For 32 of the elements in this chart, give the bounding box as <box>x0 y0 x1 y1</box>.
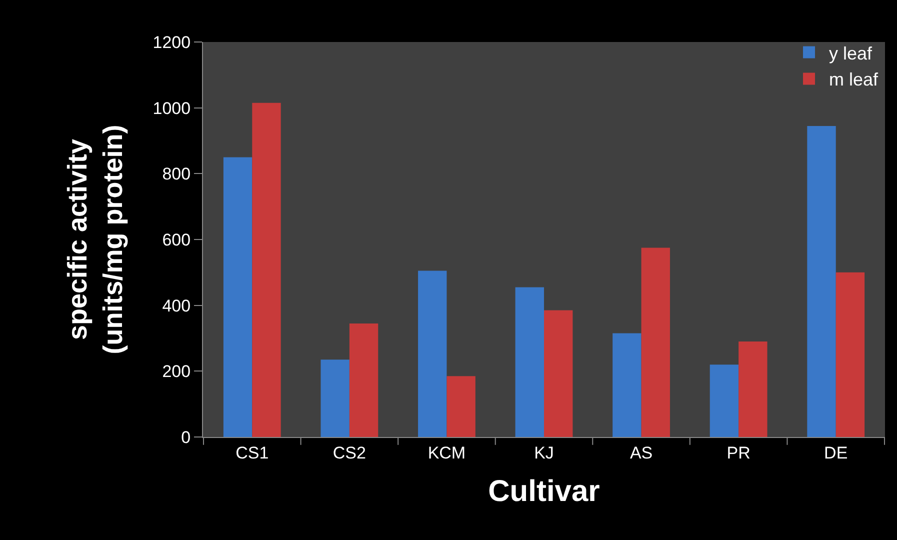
x-tick-label: KJ <box>534 443 554 462</box>
y-tick-label: 0 <box>181 428 191 447</box>
y-tick-label: 1000 <box>152 98 191 118</box>
x-tick-label: CS2 <box>332 443 366 462</box>
bar <box>710 364 739 437</box>
bar <box>252 102 281 437</box>
bar <box>515 287 544 437</box>
bar <box>418 270 447 437</box>
x-tick-label: AS <box>630 443 653 462</box>
y-tick-label: 600 <box>162 230 191 250</box>
bar <box>349 323 378 437</box>
x-tick-label: DE <box>824 443 848 462</box>
y-tick-label: 800 <box>162 164 191 184</box>
y-tick-label: 200 <box>162 362 191 382</box>
bar <box>612 333 642 437</box>
bar <box>446 376 476 437</box>
legend-label: y leaf <box>829 43 874 64</box>
x-tick-label: CS1 <box>236 443 269 462</box>
bar <box>807 126 836 437</box>
bar <box>223 157 252 437</box>
x-tick-label: KCM <box>428 443 466 462</box>
y-tick-label: 400 <box>162 296 191 316</box>
x-tick-label: PR <box>726 443 750 462</box>
bar <box>836 272 865 437</box>
bar <box>320 360 350 437</box>
x-axis-title: Cultivar <box>488 474 600 508</box>
bar <box>544 310 573 437</box>
legend-label: m leaf <box>829 70 880 90</box>
y-axis-title: specific activity (units/mg protein) <box>62 124 128 354</box>
bar <box>641 248 670 437</box>
bar <box>738 342 768 437</box>
y-tick-label: 1200 <box>152 32 191 52</box>
